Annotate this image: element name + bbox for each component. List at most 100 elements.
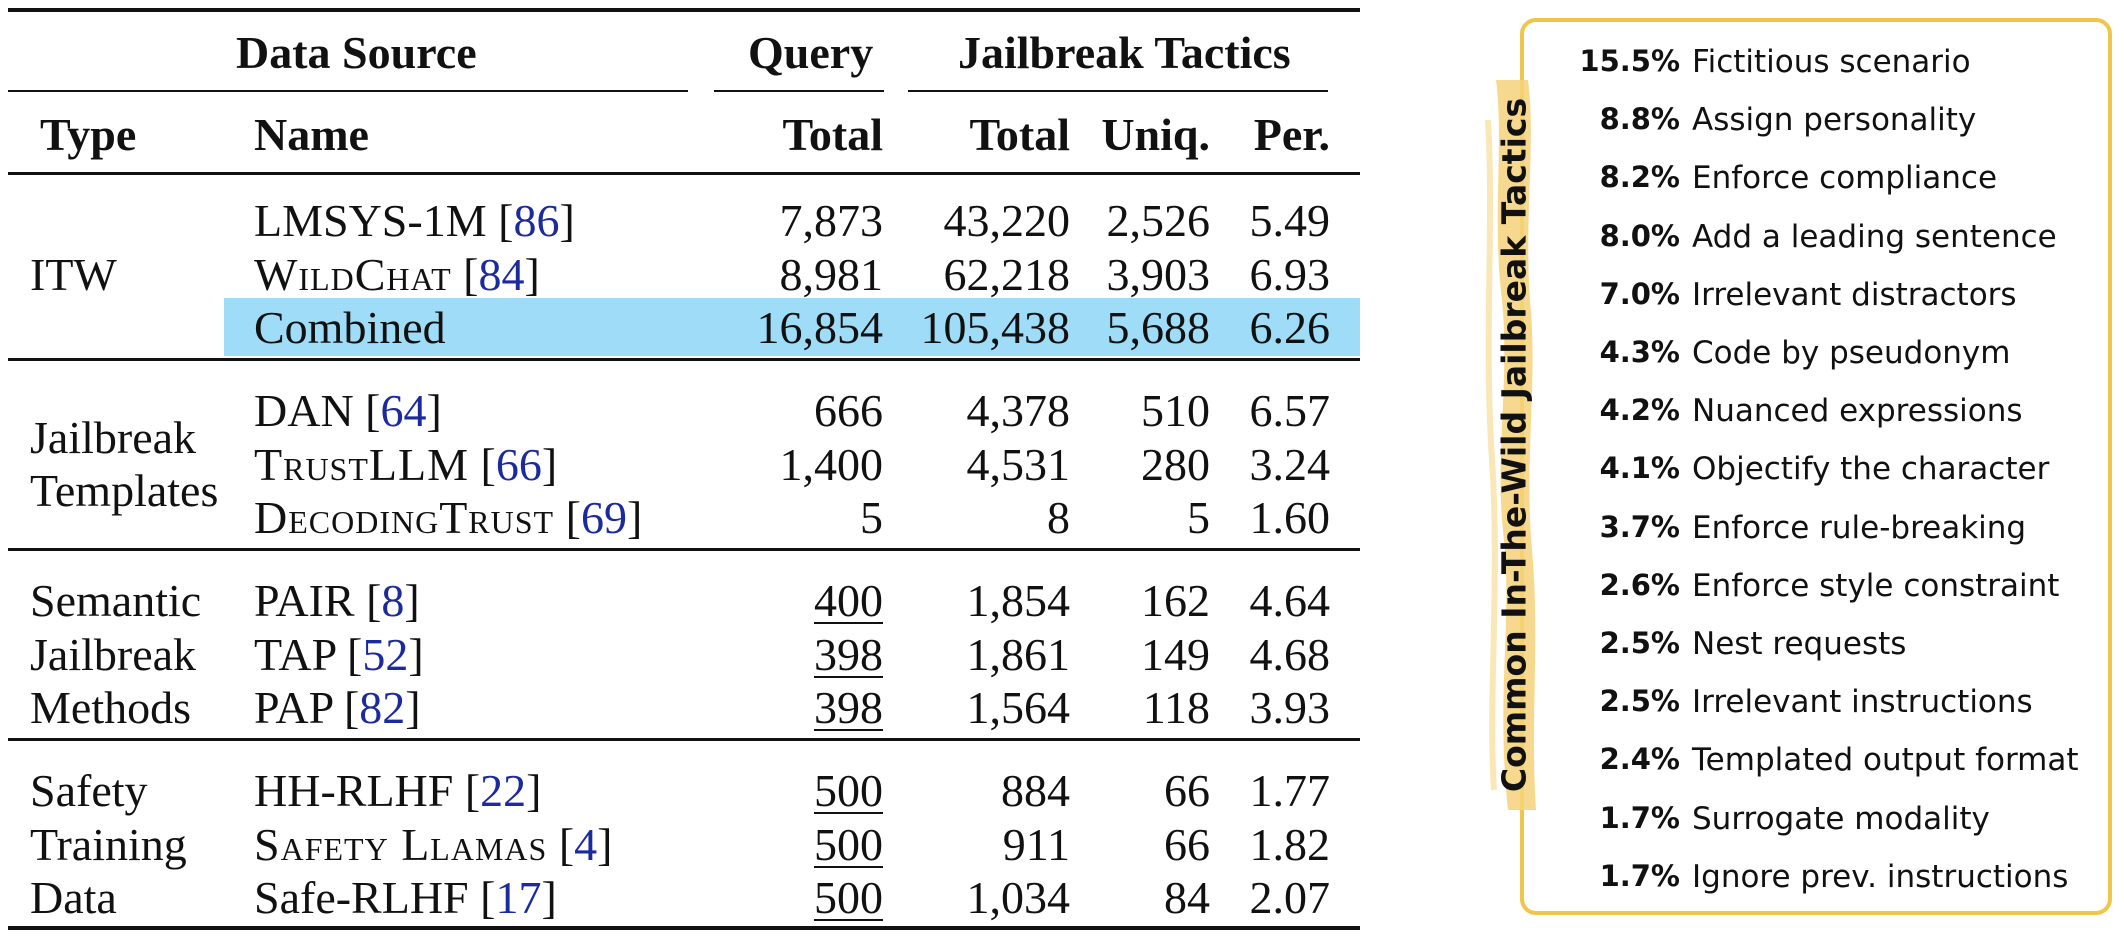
tactic-label: Nuanced expressions — [1692, 393, 2023, 430]
tactic-percentage: 2.5% — [1599, 626, 1680, 660]
cell-uniq: 2,526 — [1106, 195, 1211, 246]
tactic-percentage: 7.0% — [1599, 276, 1680, 311]
cell-jt-total: 1,564 — [966, 682, 1071, 733]
table-bottom-rule — [8, 926, 1360, 930]
tactic-percentage: 2.4% — [1599, 742, 1680, 777]
col-header-type: Type — [40, 109, 137, 160]
brush-stroke-decoration — [1485, 80, 1536, 810]
tactic-percentage: 8.0% — [1599, 218, 1680, 253]
cell-query-total: 500 — [814, 872, 883, 923]
row-name: LMSYS-1M [86] — [254, 195, 575, 246]
row-name: PAP [82] — [254, 682, 421, 733]
row-name: PAIR [8] — [254, 575, 420, 626]
header-data-source: Data Source — [236, 27, 477, 78]
tactic-label: Ignore prev. instructions — [1692, 858, 2069, 895]
tactic-label: Irrelevant instructions — [1692, 684, 2033, 721]
dataset-name: TAP — [254, 628, 336, 680]
cell-jt-total: 4,378 — [966, 385, 1071, 436]
col-header-per: Per. — [1253, 109, 1330, 160]
citation-link[interactable]: 69 — [580, 492, 627, 543]
citation-link[interactable]: 52 — [362, 628, 409, 680]
tactic-percentage: 3.7% — [1599, 509, 1680, 544]
cmidrule-jailbreak-tactics — [908, 90, 1328, 92]
citation-link[interactable]: 64 — [380, 385, 427, 436]
citation-link[interactable]: 8 — [381, 575, 405, 626]
tactic-item: 2.6% Enforce style constraint — [1520, 558, 2112, 616]
tactic-item: 1.7% Ignore prev. instructions — [1520, 849, 2112, 907]
group-separator-rule — [8, 738, 1360, 741]
dataset-name: TrustLLM — [254, 438, 469, 490]
cell-jt-total: 8 — [1047, 492, 1070, 543]
group-type-label: Jailbreak — [30, 628, 197, 680]
dataset-name: DecodingTrust — [254, 492, 555, 543]
header-rule — [8, 172, 1360, 175]
cell-query-total: 1,400 — [779, 438, 884, 490]
tactic-item: 2.5% Nest requests — [1520, 616, 2112, 674]
tactic-item: 4.2% Nuanced expressions — [1520, 383, 2112, 441]
row-name: TAP [52] — [254, 628, 424, 680]
header-jailbreak-tactics: Jailbreak Tactics — [958, 27, 1291, 78]
tactic-percentage: 8.8% — [1599, 102, 1680, 137]
group-separator-rule — [8, 548, 1360, 551]
tactic-item: 8.8% Assign personality — [1520, 92, 2112, 150]
group-type-label: Templates — [30, 465, 219, 517]
cell-per: 4.68 — [1249, 628, 1331, 680]
cell-per: 6.93 — [1249, 248, 1331, 300]
cell-query-total: 16,854 — [756, 302, 884, 353]
tactic-percentage: 15.5% — [1579, 44, 1680, 78]
citation-link[interactable]: 17 — [495, 872, 542, 923]
cell-uniq: 66 — [1164, 818, 1210, 870]
tactic-label: Code by pseudonym — [1692, 335, 2011, 371]
row-name: Combined — [254, 305, 446, 351]
tactic-percentage: 2.6% — [1599, 567, 1680, 602]
cell-uniq: 3,903 — [1106, 248, 1211, 300]
citation-link[interactable]: 82 — [359, 682, 406, 733]
tactic-label: Enforce rule-breaking — [1692, 509, 2027, 546]
cell-per: 3.24 — [1249, 438, 1331, 490]
cell-jt-total: 105,438 — [920, 302, 1071, 353]
tactic-label: Nest requests — [1692, 626, 1907, 662]
group-separator-rule — [8, 358, 1360, 361]
citation-link[interactable]: 4 — [574, 818, 598, 870]
header-query: Query — [748, 27, 874, 78]
dataset-name: Safety Llamas — [254, 818, 548, 870]
group-type-label: Safety — [30, 765, 148, 816]
cell-query-total: 400 — [814, 575, 883, 626]
cell-jt-total: 911 — [1002, 818, 1070, 870]
row-name: DAN [64] — [254, 385, 442, 436]
tactic-percentage: 4.2% — [1599, 393, 1680, 428]
group-type-label: Training — [30, 818, 187, 870]
tactic-percentage: 4.1% — [1599, 451, 1680, 486]
citation-link[interactable]: 66 — [495, 438, 542, 490]
cell-jt-total: 62,218 — [943, 248, 1071, 300]
cell-uniq: 162 — [1141, 575, 1210, 626]
group-type-label: Methods — [30, 682, 191, 733]
tactics-panel — [1520, 18, 2112, 915]
tactic-label: Irrelevant distractors — [1692, 276, 2017, 313]
group-type-label: Semantic — [30, 575, 202, 626]
citation-link[interactable]: 84 — [478, 248, 525, 300]
cell-jt-total: 1,861 — [966, 628, 1071, 680]
cell-query-total: 500 — [814, 818, 883, 870]
table-top-rule — [8, 8, 1360, 12]
citation-link[interactable]: 22 — [480, 765, 527, 816]
dataset-name: Combined — [254, 302, 446, 353]
tactic-item: 8.2% Enforce compliance — [1520, 150, 2112, 208]
cell-per: 1.82 — [1249, 818, 1331, 870]
row-name: TrustLLM [66] — [254, 438, 558, 490]
citation-link[interactable]: 86 — [513, 195, 560, 246]
cell-uniq: 84 — [1164, 872, 1210, 923]
row-name: Safe-RLHF [17] — [254, 872, 557, 923]
cell-jt-total: 4,531 — [966, 438, 1071, 490]
dataset-name: PAP — [254, 682, 333, 733]
cell-uniq: 5 — [1187, 492, 1210, 543]
tactic-label: Surrogate modality — [1692, 800, 1990, 837]
cell-uniq: 5,688 — [1106, 302, 1211, 353]
col-header-jt-total: Total — [969, 109, 1070, 160]
cell-jt-total: 1,034 — [966, 872, 1071, 923]
cell-query-total: 398 — [814, 682, 883, 733]
tactics-title-wrap: Common In-The-Wild Jailbreak Tactics — [1474, 80, 1554, 810]
dataset-name: WildChat — [254, 248, 452, 300]
cell-per: 1.77 — [1249, 765, 1331, 816]
cell-uniq: 66 — [1164, 765, 1210, 816]
